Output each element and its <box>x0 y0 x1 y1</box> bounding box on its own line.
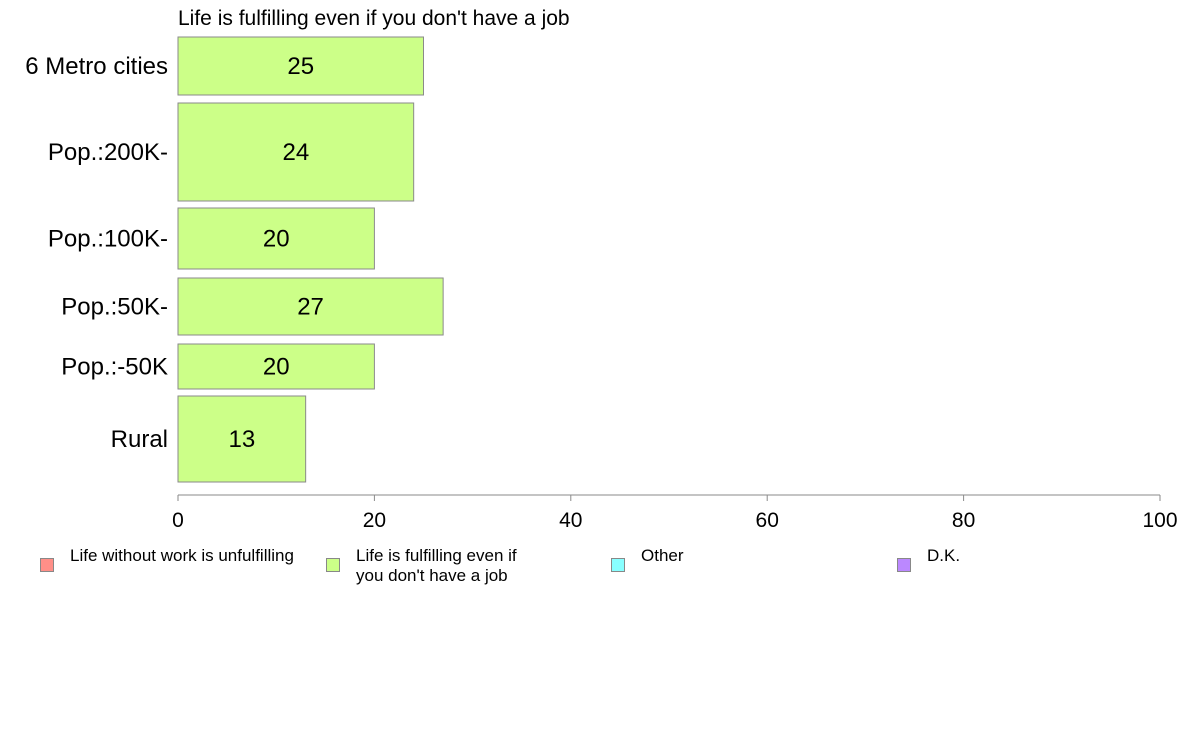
category-label: Pop.:50K- <box>61 294 168 321</box>
bar <box>177 207 375 270</box>
legend-swatch <box>611 558 625 572</box>
category-label: 6 Metro cities <box>25 53 168 80</box>
legend: Life without work is unfulfilling Life i… <box>40 546 1180 596</box>
bar-value-label: 20 <box>263 354 290 381</box>
legend-item-dk: D.K. <box>897 546 960 572</box>
category-label: Pop.:-50K <box>61 354 168 381</box>
bars-layer: 25 6 Metro cities 24 Pop.:200K- 20 Pop.:100K-… <box>25 36 444 483</box>
x-tick-label: 60 <box>756 509 779 532</box>
bar-value-label: 25 <box>287 53 314 80</box>
bar-value-label: 13 <box>228 426 255 453</box>
bar-value-label: 27 <box>297 294 324 321</box>
legend-label: D.K. <box>927 546 961 565</box>
x-tick-label: 20 <box>363 509 386 532</box>
bar-chart: Life is fulfilling even if you don't hav… <box>25 7 1178 532</box>
x-tick-label: 100 <box>1142 509 1177 532</box>
bar <box>177 102 415 202</box>
legend-swatch <box>326 558 340 572</box>
legend-swatch <box>40 558 54 572</box>
bar <box>177 36 424 96</box>
category-label: Pop.:200K- <box>48 139 168 166</box>
bar <box>177 277 444 336</box>
legend-label: Other <box>641 546 684 565</box>
legend-label: Life is fulfilling even if you don't hav… <box>356 546 517 585</box>
legend-swatch <box>897 558 911 572</box>
category-label: Pop.:100K- <box>48 226 168 253</box>
x-tick-label: 40 <box>559 509 582 532</box>
x-axis: 0 20 40 60 80 100 <box>172 494 1178 532</box>
bar <box>177 395 307 483</box>
category-label: Rural <box>111 426 168 453</box>
bar-value-label: 24 <box>282 139 309 166</box>
chart-title: Life is fulfilling even if you don't hav… <box>178 7 570 30</box>
x-tick-label: 0 <box>172 509 184 532</box>
legend-item-fulfilling: Life is fulfilling even if you don't hav… <box>326 546 517 586</box>
legend-item-other: Other <box>611 546 684 572</box>
bar <box>177 343 375 390</box>
legend-label: Life without work is unfulfilling <box>70 546 294 565</box>
x-tick-label: 80 <box>952 509 975 532</box>
legend-item-unfulfilling: Life without work is unfulfilling <box>40 546 294 572</box>
bar-value-label: 20 <box>263 226 290 253</box>
